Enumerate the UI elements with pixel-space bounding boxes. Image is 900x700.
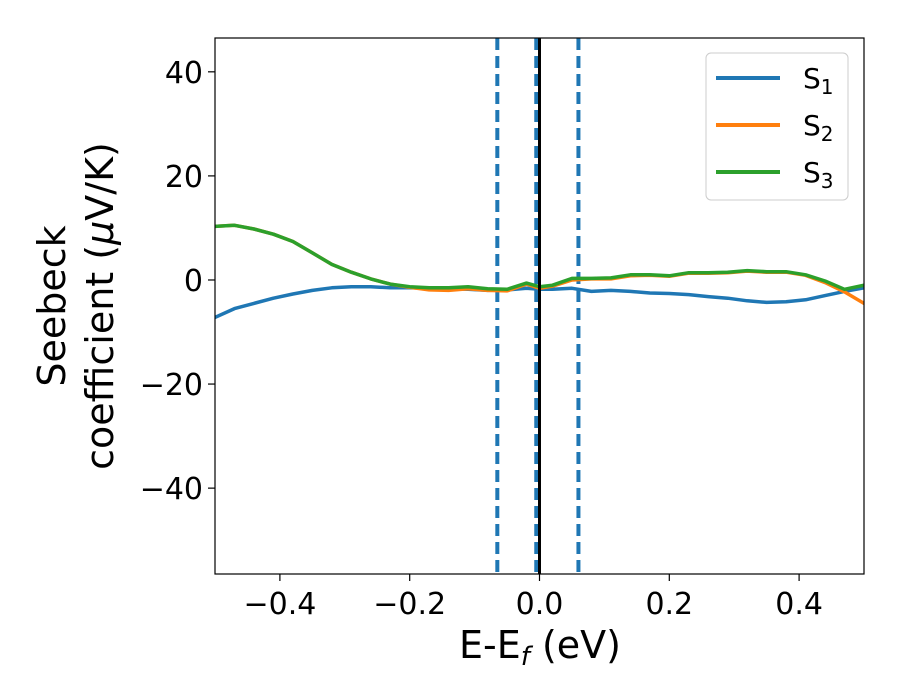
x-tick-label: −0.4 [243, 587, 316, 622]
y-tick-label: 0 [184, 264, 203, 299]
legend: S1 S2 S3 [705, 52, 849, 201]
y-tick-label: −20 [140, 368, 203, 403]
legend-label-2: S2 [803, 109, 834, 146]
y-axis-ticks: −40 −20 0 20 40 [140, 56, 215, 507]
legend-label-3: S3 [803, 156, 834, 193]
x-tick-label: 0.2 [645, 587, 693, 622]
series-lines [215, 38, 864, 574]
x-axis-label: E-Ef (eV) [459, 623, 621, 672]
legend-label-1: S1 [803, 62, 834, 99]
y-axis-label-line1: Seebeck [30, 225, 74, 386]
y-axis-label: Seebeck coefficient (μV/K) [30, 142, 122, 470]
x-tick-label: 0.0 [516, 587, 564, 622]
y-axis-label-line2: coefficient (μV/K) [78, 142, 122, 470]
y-tick-label: 40 [165, 56, 203, 91]
y-axis-label-mu: μ [78, 221, 122, 246]
x-tick-label: −0.2 [373, 587, 446, 622]
x-axis-ticks: −0.4 −0.2 0.0 0.2 0.4 [243, 574, 823, 622]
y-tick-label: −40 [140, 472, 203, 507]
x-tick-label: 0.4 [775, 587, 823, 622]
y-tick-label: 20 [165, 160, 203, 195]
